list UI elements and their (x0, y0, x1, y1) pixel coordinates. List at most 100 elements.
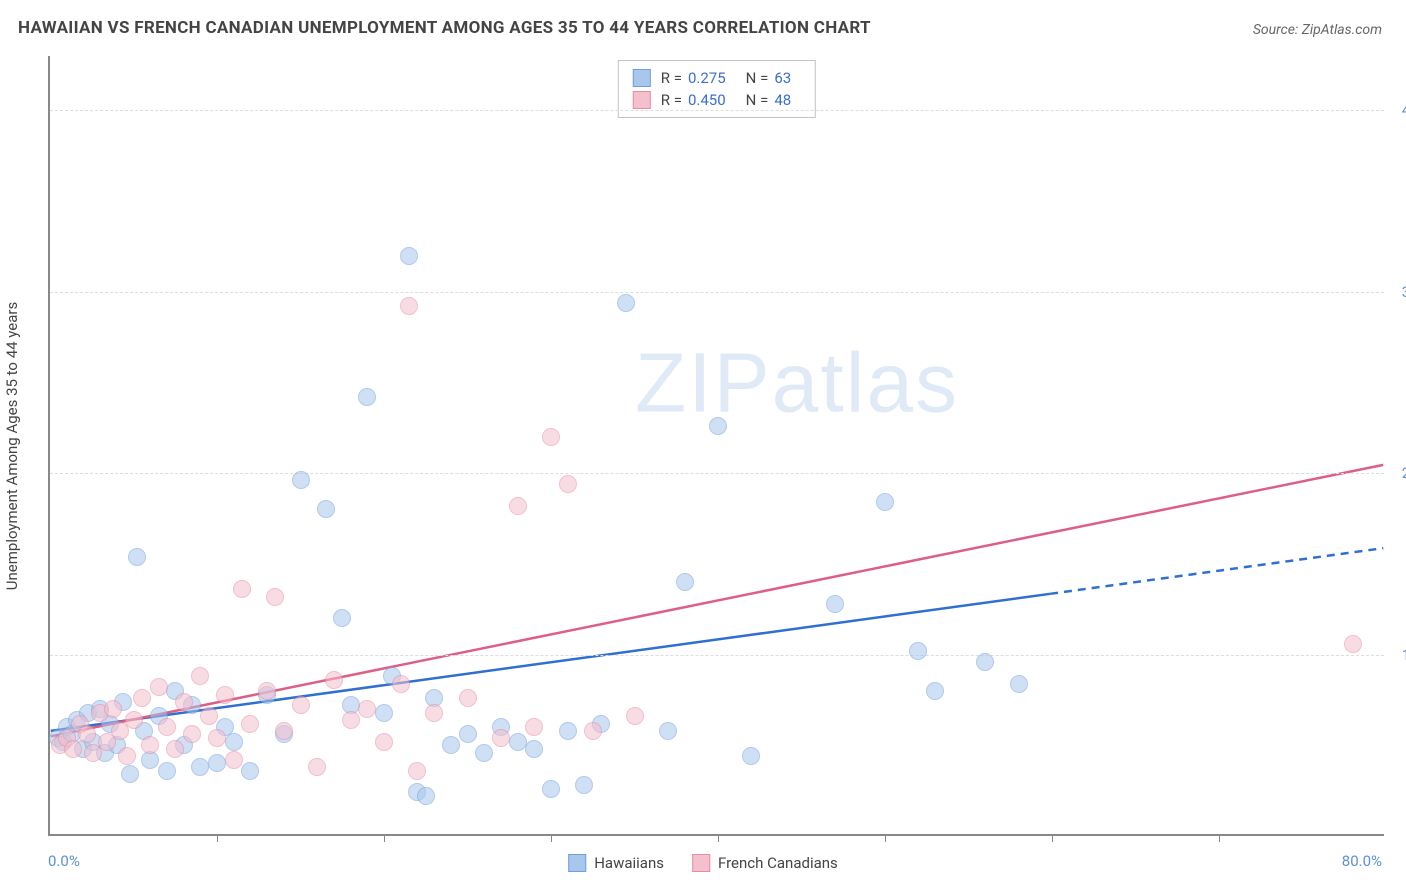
data-point (509, 733, 527, 751)
data-point (216, 686, 234, 704)
data-point (208, 729, 226, 747)
data-point (442, 736, 460, 754)
data-point (525, 740, 543, 758)
swatch-french-canadians-icon (692, 854, 710, 872)
stats-legend: R = 0.275 N = 63 R = 0.450 N = 48 (618, 60, 816, 118)
stats-row-french-canadians: R = 0.450 N = 48 (633, 89, 801, 111)
data-point (475, 744, 493, 762)
gridline (50, 110, 1384, 111)
data-point (317, 500, 335, 518)
data-point (492, 729, 510, 747)
data-point (241, 715, 259, 733)
n-label: N = (746, 69, 769, 87)
x-tick (718, 834, 719, 842)
r-label: R = (661, 91, 682, 109)
data-point (584, 722, 602, 740)
data-point (709, 417, 727, 435)
data-point (417, 787, 435, 805)
data-point (325, 671, 343, 689)
data-point (400, 297, 418, 315)
y-tick-label: 30.0% (1402, 283, 1406, 301)
data-point (141, 736, 159, 754)
data-point (459, 689, 477, 707)
data-point (225, 733, 243, 751)
data-point (626, 707, 644, 725)
n-value: 48 (774, 91, 791, 109)
y-tick-label: 10.0% (1402, 646, 1406, 664)
data-point (659, 722, 677, 740)
y-tick-label: 20.0% (1402, 464, 1406, 482)
gridline (50, 292, 1384, 293)
stats-row-hawaiians: R = 0.275 N = 63 (633, 67, 801, 89)
data-point (128, 548, 146, 566)
data-point (509, 497, 527, 515)
source-attribution: Source: ZipAtlas.com (1253, 22, 1382, 38)
legend-label: French Canadians (718, 854, 838, 872)
x-tick (885, 834, 886, 842)
data-point (617, 294, 635, 312)
data-point (208, 754, 226, 772)
chart-container: HAWAIIAN VS FRENCH CANADIAN UNEMPLOYMENT… (0, 0, 1406, 892)
swatch-french-canadians-icon (633, 91, 651, 109)
data-point (158, 762, 176, 780)
data-point (150, 678, 168, 696)
x-axis-max-label: 80.0% (1342, 852, 1382, 870)
n-label: N = (746, 91, 769, 109)
data-point (292, 696, 310, 714)
data-point (909, 642, 927, 660)
data-point (292, 471, 310, 489)
data-point (64, 740, 82, 758)
data-point (676, 573, 694, 591)
y-tick-label: 40.0% (1402, 101, 1406, 119)
swatch-hawaiians-icon (633, 69, 651, 87)
data-point (742, 747, 760, 765)
x-tick (217, 834, 218, 842)
data-point (525, 718, 543, 736)
x-tick (1052, 834, 1053, 842)
data-point (375, 733, 393, 751)
watermark: ZIPatlas (635, 334, 959, 431)
data-point (425, 704, 443, 722)
legend-item-french-canadians: French Canadians (692, 854, 838, 872)
data-point (133, 689, 151, 707)
y-axis-title: Unemployment Among Ages 35 to 44 years (3, 302, 21, 590)
data-point (1010, 675, 1028, 693)
data-point (342, 711, 360, 729)
chart-title: HAWAIIAN VS FRENCH CANADIAN UNEMPLOYMENT… (18, 18, 871, 38)
data-point (78, 725, 96, 743)
data-point (542, 428, 560, 446)
swatch-hawaiians-icon (568, 854, 586, 872)
x-axis-min-label: 0.0% (48, 852, 80, 870)
plot-area: R = 0.275 N = 63 R = 0.450 N = 48 ZIPatl… (48, 56, 1384, 836)
data-point (408, 762, 426, 780)
data-point (225, 751, 243, 769)
gridline (50, 655, 1384, 656)
gridline (50, 473, 1384, 474)
r-label: R = (661, 69, 682, 87)
data-point (358, 388, 376, 406)
data-point (275, 722, 293, 740)
n-value: 63 (774, 69, 791, 87)
data-point (125, 711, 143, 729)
data-point (158, 718, 176, 736)
r-value: 0.275 (688, 69, 726, 87)
data-point (826, 595, 844, 613)
x-tick (551, 834, 552, 842)
data-point (459, 725, 477, 743)
data-point (191, 667, 209, 685)
data-point (358, 700, 376, 718)
data-point (375, 704, 393, 722)
data-point (575, 776, 593, 794)
legend-label: Hawaiians (594, 854, 664, 872)
data-point (266, 588, 284, 606)
data-point (241, 762, 259, 780)
series-legend: Hawaiians French Canadians (568, 854, 838, 872)
data-point (976, 653, 994, 671)
data-point (400, 247, 418, 265)
data-point (333, 609, 351, 627)
data-point (559, 722, 577, 740)
data-point (104, 700, 122, 718)
data-point (121, 765, 139, 783)
data-point (166, 740, 184, 758)
data-point (876, 493, 894, 511)
